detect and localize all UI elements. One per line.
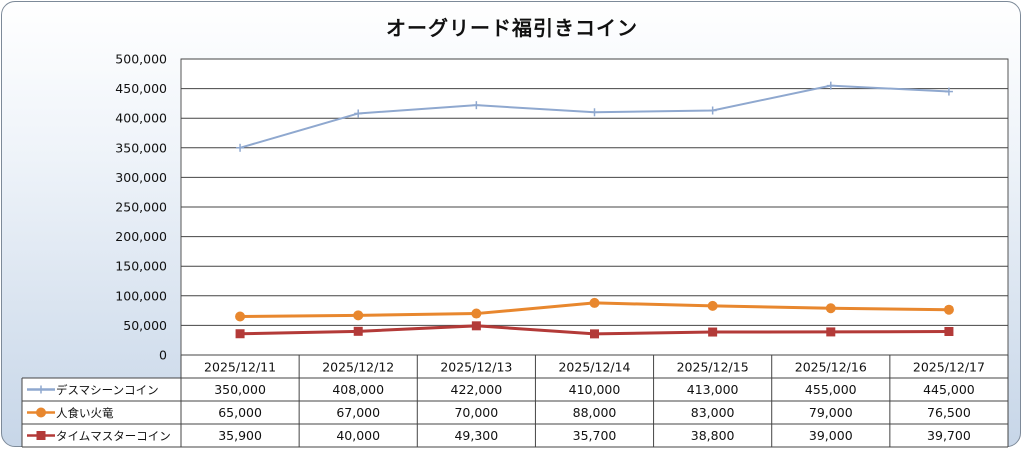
series-name: タイムマスターコイン xyxy=(56,429,171,443)
data-cell: 38,800 xyxy=(691,428,735,443)
data-point xyxy=(354,109,363,118)
data-cell: 455,000 xyxy=(805,382,857,397)
data-cell: 413,000 xyxy=(687,382,739,397)
y-tick-label: 50,000 xyxy=(123,318,167,333)
y-tick-label: 150,000 xyxy=(115,259,167,274)
y-tick-label: 0 xyxy=(159,348,167,363)
y-tick-label: 250,000 xyxy=(115,200,167,215)
category-label: 2025/12/12 xyxy=(322,360,394,375)
data-point xyxy=(590,108,599,117)
data-cell: 410,000 xyxy=(569,382,621,397)
data-cell: 39,700 xyxy=(927,428,971,443)
data-cell: 35,700 xyxy=(573,428,617,443)
legend-key-marker xyxy=(37,385,45,394)
data-cell: 40,000 xyxy=(336,428,380,443)
category-label: 2025/12/16 xyxy=(795,360,867,375)
data-point xyxy=(825,303,836,314)
category-label: 2025/12/13 xyxy=(440,360,512,375)
table-header xyxy=(181,355,1008,378)
data-point xyxy=(235,329,245,339)
data-point xyxy=(707,300,718,311)
data-cell: 65,000 xyxy=(218,405,262,420)
y-tick-label: 300,000 xyxy=(115,170,167,185)
data-point xyxy=(943,304,954,315)
y-tick-label: 500,000 xyxy=(115,52,167,67)
series-lines xyxy=(235,81,954,339)
data-cell: 83,000 xyxy=(691,405,735,420)
data-point xyxy=(589,297,600,308)
y-tick-label: 450,000 xyxy=(115,81,167,96)
chart-title: オーグリード福引きコイン xyxy=(386,16,638,40)
grid-lines xyxy=(180,58,1009,356)
data-cell: 49,300 xyxy=(454,428,498,443)
y-tick-label: 350,000 xyxy=(115,140,167,155)
data-point xyxy=(826,327,836,337)
legend-key-marker xyxy=(36,431,46,440)
data-cell: 408,000 xyxy=(332,382,384,397)
data-point xyxy=(826,81,835,90)
data-point xyxy=(236,143,245,152)
table-body xyxy=(22,378,1008,447)
data-point xyxy=(708,327,718,337)
category-label: 2025/12/17 xyxy=(913,360,985,375)
y-tick-label: 400,000 xyxy=(115,111,167,126)
y-axis-ticks: 0 50,000 100,000 150,000 200,000 250,000 300,0… xyxy=(115,52,167,363)
data-cell: 445,000 xyxy=(923,382,975,397)
data-cell: 76,500 xyxy=(927,405,971,420)
data-point xyxy=(944,326,954,336)
category-label: 2025/12/15 xyxy=(677,360,749,375)
y-tick-label: 200,000 xyxy=(115,229,167,244)
legend-key-marker xyxy=(36,407,46,418)
data-cell: 67,000 xyxy=(336,405,380,420)
data-point xyxy=(944,87,953,96)
data-cell: 88,000 xyxy=(573,405,617,420)
data-cell: 35,900 xyxy=(218,428,262,443)
data-cell: 70,000 xyxy=(454,405,498,420)
data-point xyxy=(353,310,364,321)
data-table: 2025/12/11 2025/12/12 2025/12/13 2025/12/14… xyxy=(21,354,1009,448)
data-point xyxy=(590,329,599,339)
data-cell: 422,000 xyxy=(451,382,503,397)
data-cell: 39,000 xyxy=(809,428,853,443)
y-tick-label: 100,000 xyxy=(115,288,167,303)
category-label: 2025/12/11 xyxy=(204,360,276,375)
data-point xyxy=(472,101,481,110)
data-point xyxy=(471,321,481,331)
series-name: デスマシーンコイン xyxy=(56,383,159,397)
data-cell: 350,000 xyxy=(214,382,266,397)
data-point xyxy=(471,308,482,319)
series-name: 人食い火竜 xyxy=(56,406,114,420)
category-label: 2025/12/14 xyxy=(558,360,630,375)
data-point xyxy=(708,106,717,115)
data-point xyxy=(353,326,363,336)
data-cell: 79,000 xyxy=(809,405,853,420)
data-point xyxy=(235,311,246,322)
